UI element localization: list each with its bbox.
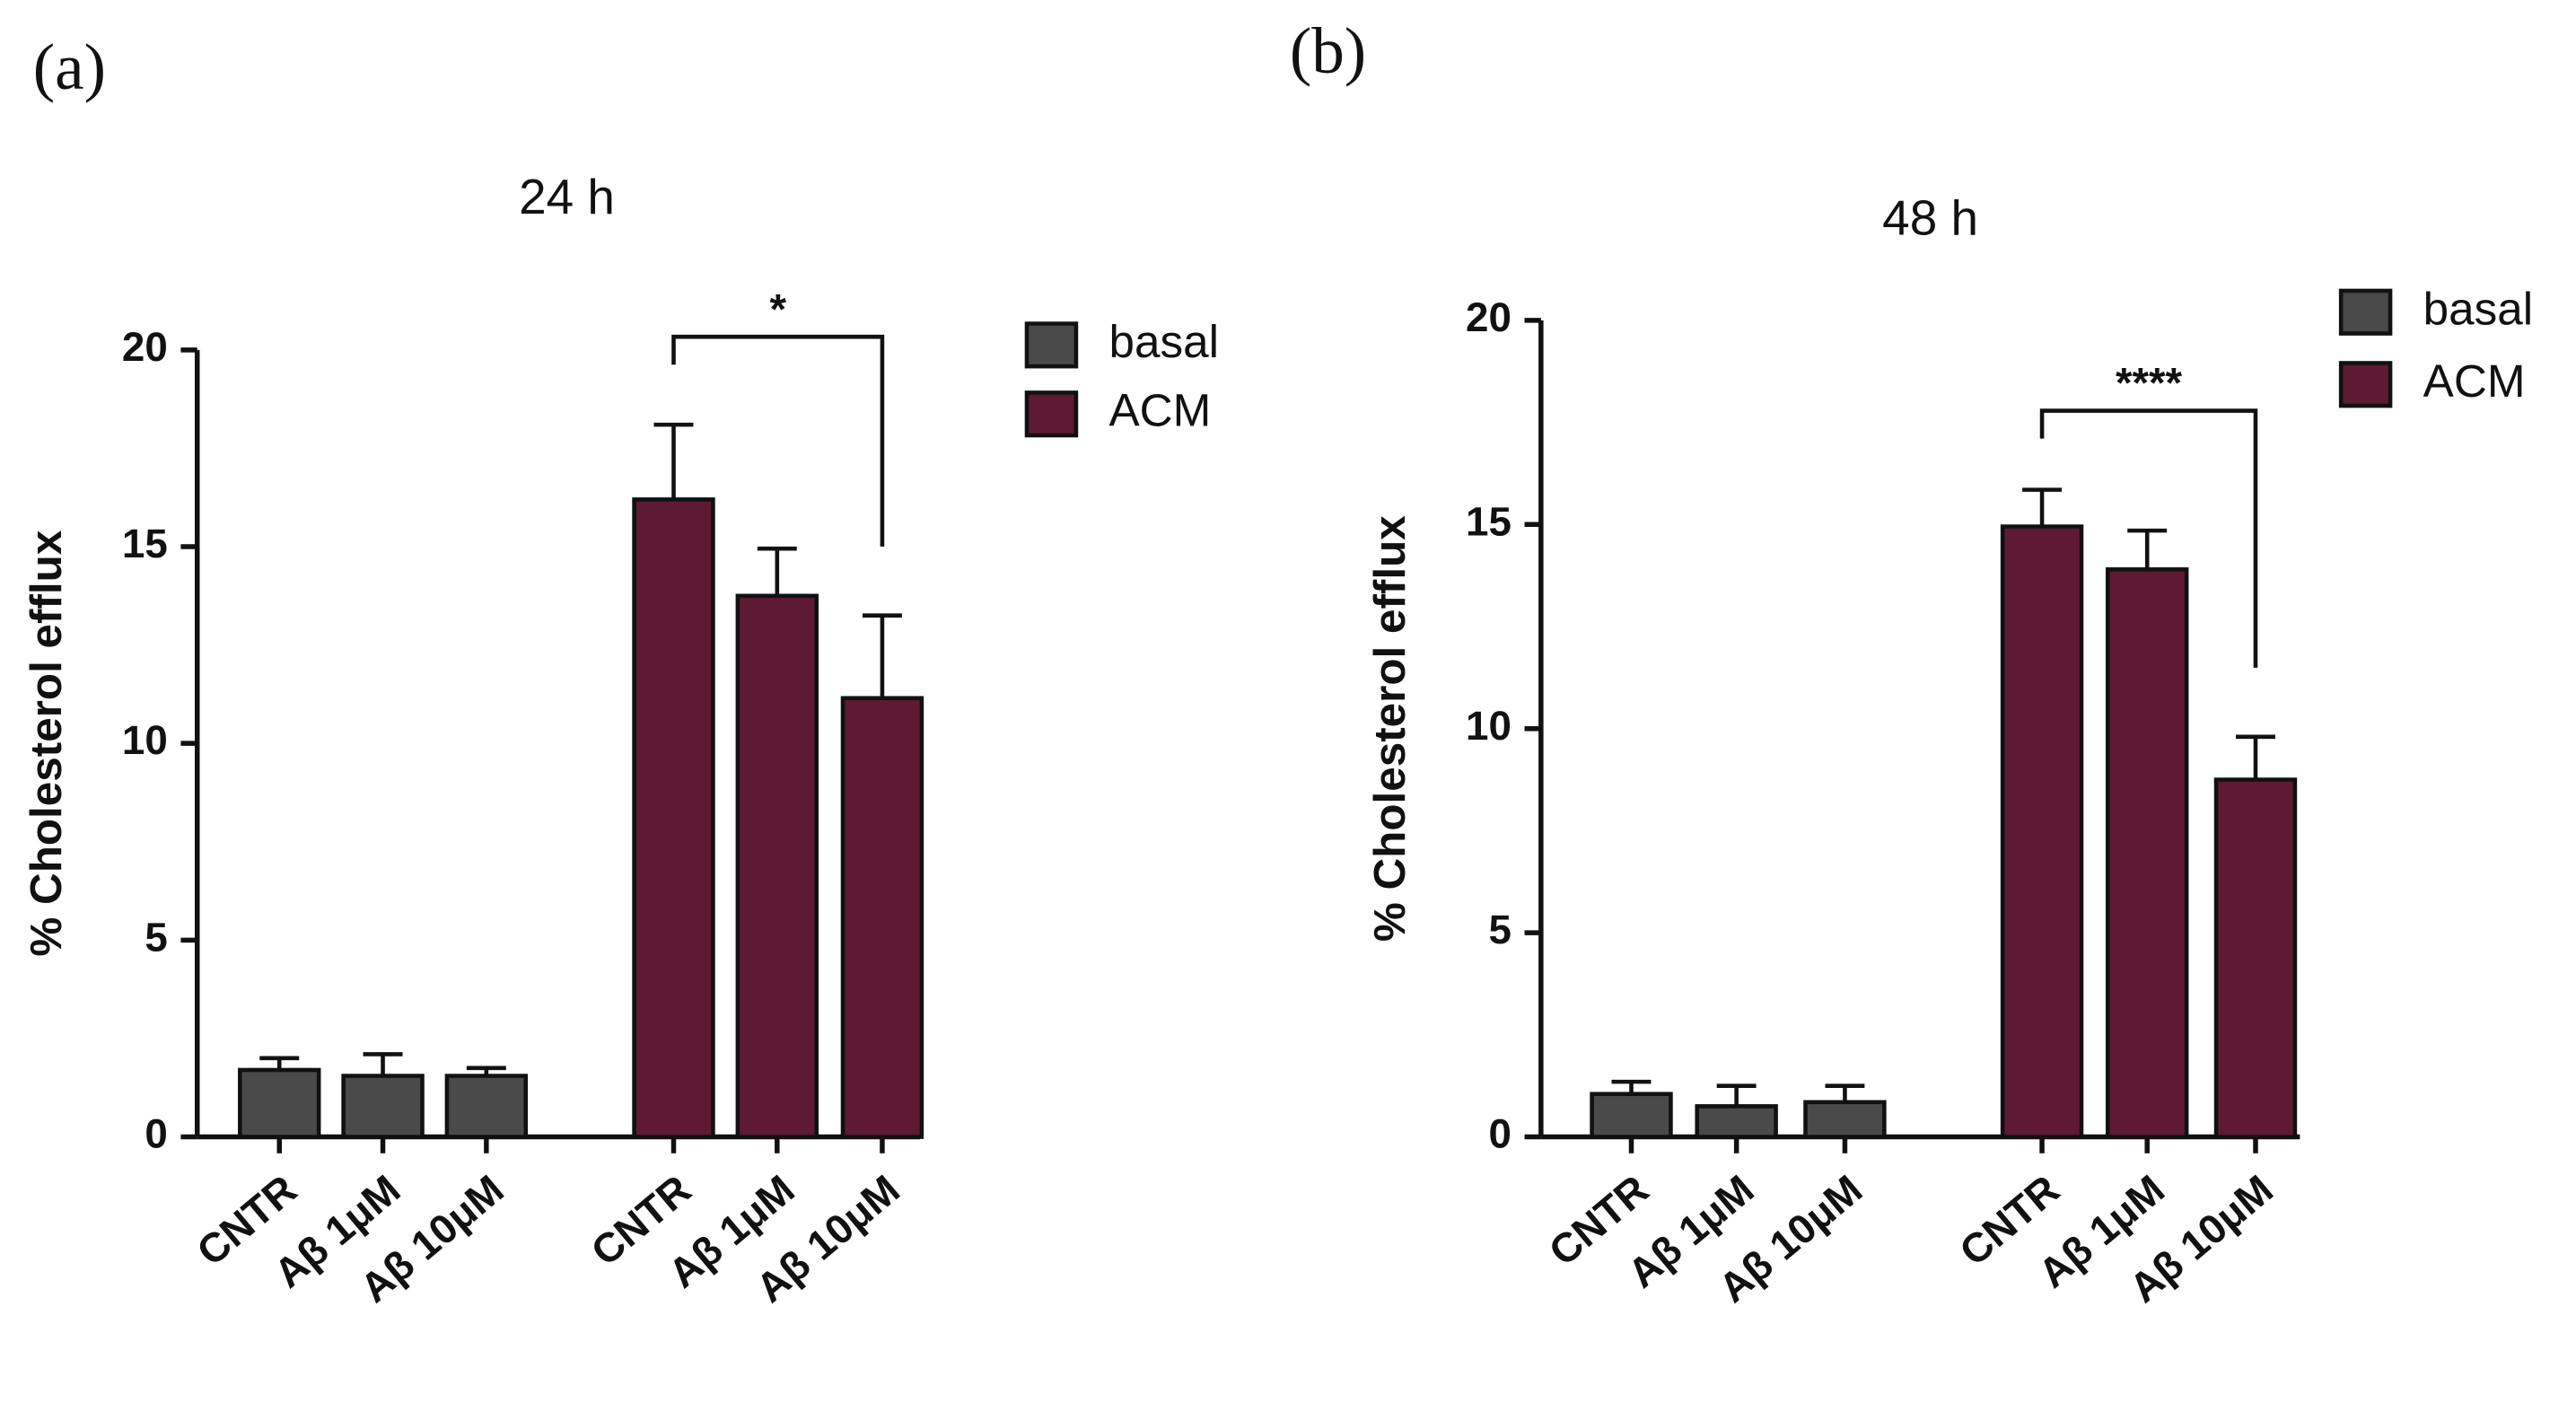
y-axis-label: % Cholesterol efflux [22,530,71,956]
bar [840,696,924,1139]
chart-title: 24 h [519,169,615,224]
bar [632,497,715,1139]
y-tick-label: 5 [1488,907,1511,952]
bar [2000,524,2084,1139]
legend-label: ACM [2423,355,2526,407]
y-tick-label: 10 [122,717,168,763]
bar [2213,777,2298,1139]
panel-label: (a) [33,31,106,103]
legend-swatch [2338,288,2393,336]
bar [735,593,819,1139]
significance-label: **** [2116,360,2183,408]
bar [444,1074,529,1139]
y-tick-label: 20 [122,324,168,370]
y-tick-label: 0 [145,1111,167,1157]
legend-label: basal [2423,283,2533,334]
y-tick-label: 10 [1466,703,1511,749]
y-axis-label: % Cholesterol efflux [1365,515,1415,942]
bar [1695,1104,1778,1139]
legend-swatch [1024,390,1079,438]
legend-label: basal [1109,316,1219,367]
y-tick-label: 0 [1488,1111,1511,1157]
legend-swatch [1024,321,1079,369]
legend-swatch [2338,361,2393,408]
chart-title: 48 h [1882,190,1978,246]
bar [1803,1100,1887,1139]
bar [1590,1092,1673,1139]
panel-label: (b) [1290,14,1366,87]
bar [2105,567,2189,1139]
y-tick-label: 15 [1466,498,1511,544]
significance-label: * [769,285,786,333]
bar [238,1067,321,1139]
significance-bracket [2039,408,2258,668]
y-tick-label: 20 [1466,294,1511,340]
legend-label: ACM [1109,385,1212,436]
y-tick-label: 15 [122,521,168,566]
y-tick-label: 5 [145,914,167,960]
significance-bracket [671,334,885,547]
bar [341,1074,425,1139]
